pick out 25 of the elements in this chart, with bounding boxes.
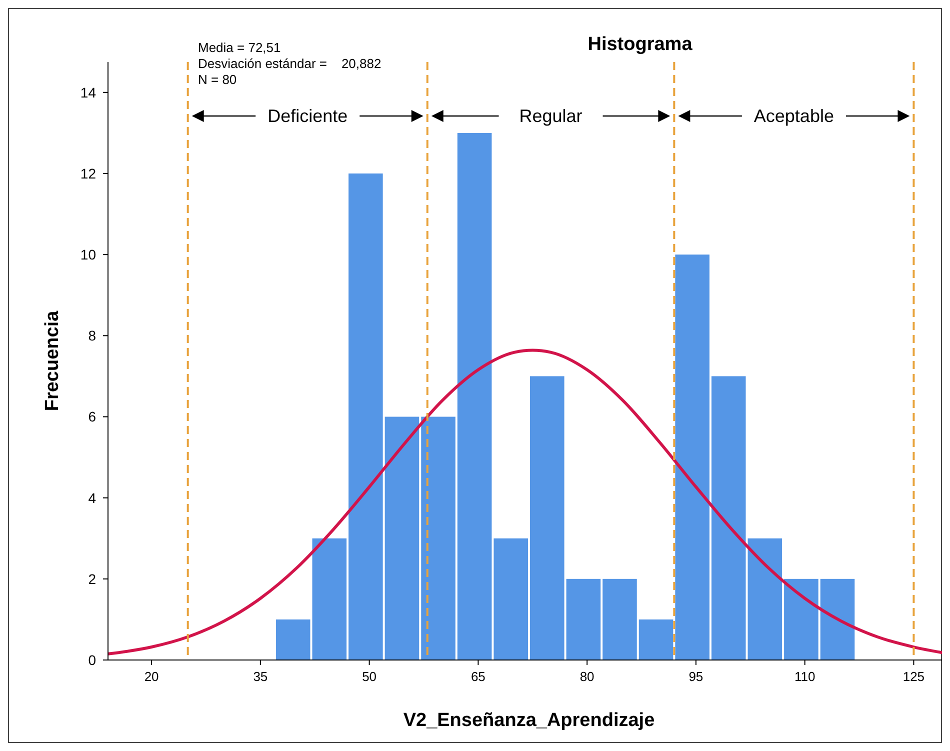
annotation: Desviación estándar = 20,882 — [198, 56, 382, 71]
annotation: N = 80 — [198, 72, 237, 87]
x-tick-label: 80 — [580, 669, 594, 684]
x-tick-label: 125 — [902, 669, 925, 684]
chart-title: Histograma — [588, 34, 693, 55]
x-tick-label: 35 — [253, 669, 268, 684]
x-tick-label: 50 — [362, 669, 377, 684]
y-tick-label: 8 — [88, 328, 96, 344]
x-tick-label: 95 — [688, 669, 704, 684]
x-tick-label: 65 — [470, 669, 486, 684]
x-axis-title: V2_Enseñanza_Aprendizaje — [403, 710, 655, 731]
text: Media = 72,51 — [198, 40, 281, 55]
annotation: Deficiente — [268, 106, 348, 126]
y-tick-label: 12 — [80, 165, 96, 182]
y-tick-label: 2 — [88, 570, 96, 587]
x-tick-label: 110 — [794, 669, 816, 684]
y-tick-label: 14 — [80, 84, 96, 100]
y-tick-label: 10 — [80, 246, 96, 263]
y-axis-title: Frecuencia — [42, 310, 63, 412]
y-tick-label: 0 — [88, 652, 96, 668]
y-tick-label: 4 — [88, 490, 96, 506]
x-tick-label: 20 — [144, 669, 159, 684]
y-tick-label: 6 — [88, 408, 96, 425]
annotation: Regular — [519, 106, 582, 126]
annotation: Aceptable — [754, 106, 834, 126]
